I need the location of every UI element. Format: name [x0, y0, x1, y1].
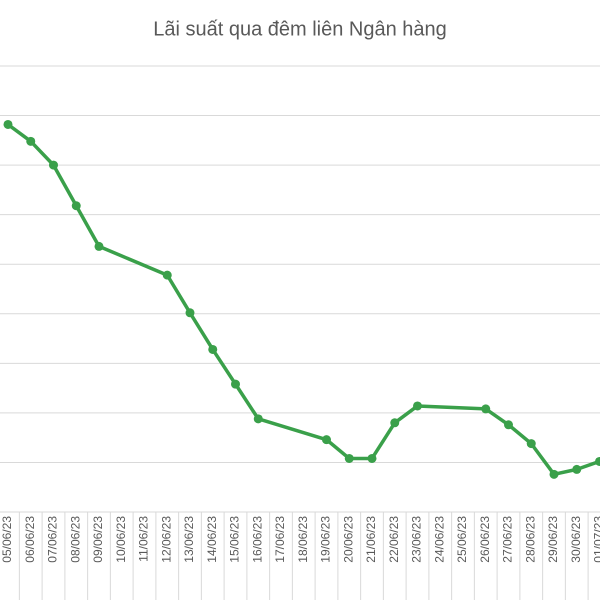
line-segment	[211, 347, 238, 386]
x-tick-label: 22/06/23	[387, 516, 401, 563]
x-tick-label: 08/06/23	[68, 516, 82, 563]
x-tick-label: 07/06/23	[46, 516, 60, 563]
line-segment	[74, 203, 101, 249]
x-tick-label: 12/06/23	[159, 516, 173, 563]
x-tick-label: 30/06/23	[569, 516, 583, 563]
x-tick-label: 27/06/23	[501, 516, 515, 563]
x-tick-label: 23/06/23	[410, 516, 424, 563]
line-segment	[370, 421, 397, 461]
line-segment	[393, 404, 420, 425]
line-segment	[97, 244, 169, 277]
x-tick-label: 13/06/23	[182, 516, 196, 563]
line-segment	[51, 163, 78, 208]
line-segment	[324, 437, 351, 461]
point	[71, 201, 81, 211]
line-segment	[506, 423, 533, 446]
x-tick-label: 15/06/23	[228, 516, 242, 563]
x-tick-label: 06/06/23	[23, 516, 37, 563]
x-tick-label: 11/06/23	[137, 516, 151, 562]
point	[504, 420, 513, 430]
point	[481, 404, 491, 414]
point	[94, 241, 104, 251]
line-segment	[188, 311, 215, 352]
line-segment	[256, 417, 329, 442]
x-tick-label: 18/06/23	[296, 516, 310, 563]
x-tick-label: 19/06/23	[319, 516, 333, 563]
line-segment	[165, 273, 192, 315]
line-segment	[233, 382, 260, 421]
point	[26, 136, 36, 146]
point	[49, 160, 58, 170]
point	[595, 456, 600, 466]
point	[390, 418, 400, 428]
x-tick-label: 29/06/23	[546, 516, 560, 563]
x-tick-label: 25/06/23	[455, 516, 469, 563]
point	[253, 414, 263, 424]
line-segment	[529, 441, 556, 477]
point	[208, 344, 218, 354]
x-tick-label: 14/06/23	[205, 516, 219, 563]
point	[549, 469, 559, 479]
point	[185, 308, 195, 318]
x-tick-label: 09/06/23	[91, 516, 105, 563]
line-segment	[6, 122, 33, 144]
x-tick-label: 01/07/23	[592, 516, 600, 563]
point	[526, 439, 536, 449]
point	[572, 464, 582, 474]
x-tick-label: 10/06/23	[114, 516, 128, 563]
line-segment	[484, 407, 511, 427]
point	[413, 401, 422, 411]
point	[3, 119, 13, 129]
point	[322, 435, 331, 445]
x-tick-label: 21/06/23	[364, 516, 378, 563]
point	[344, 453, 354, 463]
x-tick-label: 20/06/23	[341, 516, 355, 563]
point	[231, 379, 240, 389]
point	[367, 453, 377, 463]
point	[162, 270, 172, 280]
x-tick-label: 24/06/23	[432, 516, 446, 563]
chart-title: Lãi suất qua đêm liên Ngân hàng	[153, 18, 447, 40]
x-tick-label: 28/06/23	[523, 516, 537, 563]
line-segment	[415, 404, 488, 411]
x-tick-label: 16/06/23	[250, 516, 264, 563]
x-tick-label: 26/06/23	[478, 516, 492, 563]
x-tick-label: 05/06/23	[0, 516, 14, 563]
line-segment	[29, 139, 56, 167]
x-tick-label: 17/06/23	[273, 516, 287, 563]
